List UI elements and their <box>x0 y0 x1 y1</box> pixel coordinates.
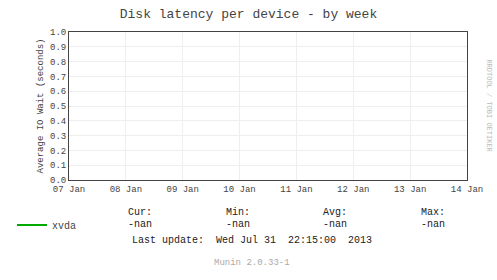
svg-text:0.5: 0.5 <box>50 102 66 112</box>
svg-text:0.7: 0.7 <box>50 73 66 83</box>
svg-text:0.8: 0.8 <box>50 58 66 68</box>
svg-text:Disk latency per device - by w: Disk latency per device - by week <box>120 7 378 22</box>
svg-text:-nan: -nan <box>128 219 152 230</box>
svg-text:Max:: Max: <box>421 207 445 218</box>
svg-text:Cur:: Cur: <box>128 207 152 218</box>
svg-text:07 Jan: 07 Jan <box>53 185 85 195</box>
svg-text:Min:: Min: <box>226 207 250 218</box>
svg-text:08 Jan: 08 Jan <box>110 185 142 195</box>
svg-text:Munin 2.0.33-1: Munin 2.0.33-1 <box>214 258 290 268</box>
svg-text:Average IO Wait (seconds): Average IO Wait (seconds) <box>36 38 46 173</box>
svg-text:Last update: Wed Jul 31 22:1: Last update: Wed Jul 31 22:15:00 2013 <box>132 235 372 246</box>
svg-text:09 Jan: 09 Jan <box>167 185 199 195</box>
svg-text:13 Jan: 13 Jan <box>394 185 426 195</box>
svg-text:-nan: -nan <box>226 219 250 230</box>
svg-text:11 Jan: 11 Jan <box>280 185 312 195</box>
svg-text:0.3: 0.3 <box>50 132 66 142</box>
svg-text:0.0: 0.0 <box>50 176 66 186</box>
svg-text:14 Jan: 14 Jan <box>451 185 483 195</box>
svg-text:0.4: 0.4 <box>50 117 66 127</box>
svg-text:-nan: -nan <box>421 219 445 230</box>
svg-text:-nan: -nan <box>323 219 347 230</box>
svg-text:12 Jan: 12 Jan <box>337 185 369 195</box>
svg-text:1.0: 1.0 <box>50 28 66 38</box>
svg-text:10 Jan: 10 Jan <box>223 185 255 195</box>
svg-text:xvda: xvda <box>52 221 76 232</box>
svg-text:0.6: 0.6 <box>50 87 66 97</box>
svg-text:0.1: 0.1 <box>50 161 66 171</box>
svg-text:0.9: 0.9 <box>50 43 66 53</box>
svg-text:0.2: 0.2 <box>50 147 66 157</box>
svg-text:Avg:: Avg: <box>323 207 347 218</box>
svg-text:RRDTOOL / TOBI OETIKER: RRDTOOL / TOBI OETIKER <box>485 59 493 152</box>
